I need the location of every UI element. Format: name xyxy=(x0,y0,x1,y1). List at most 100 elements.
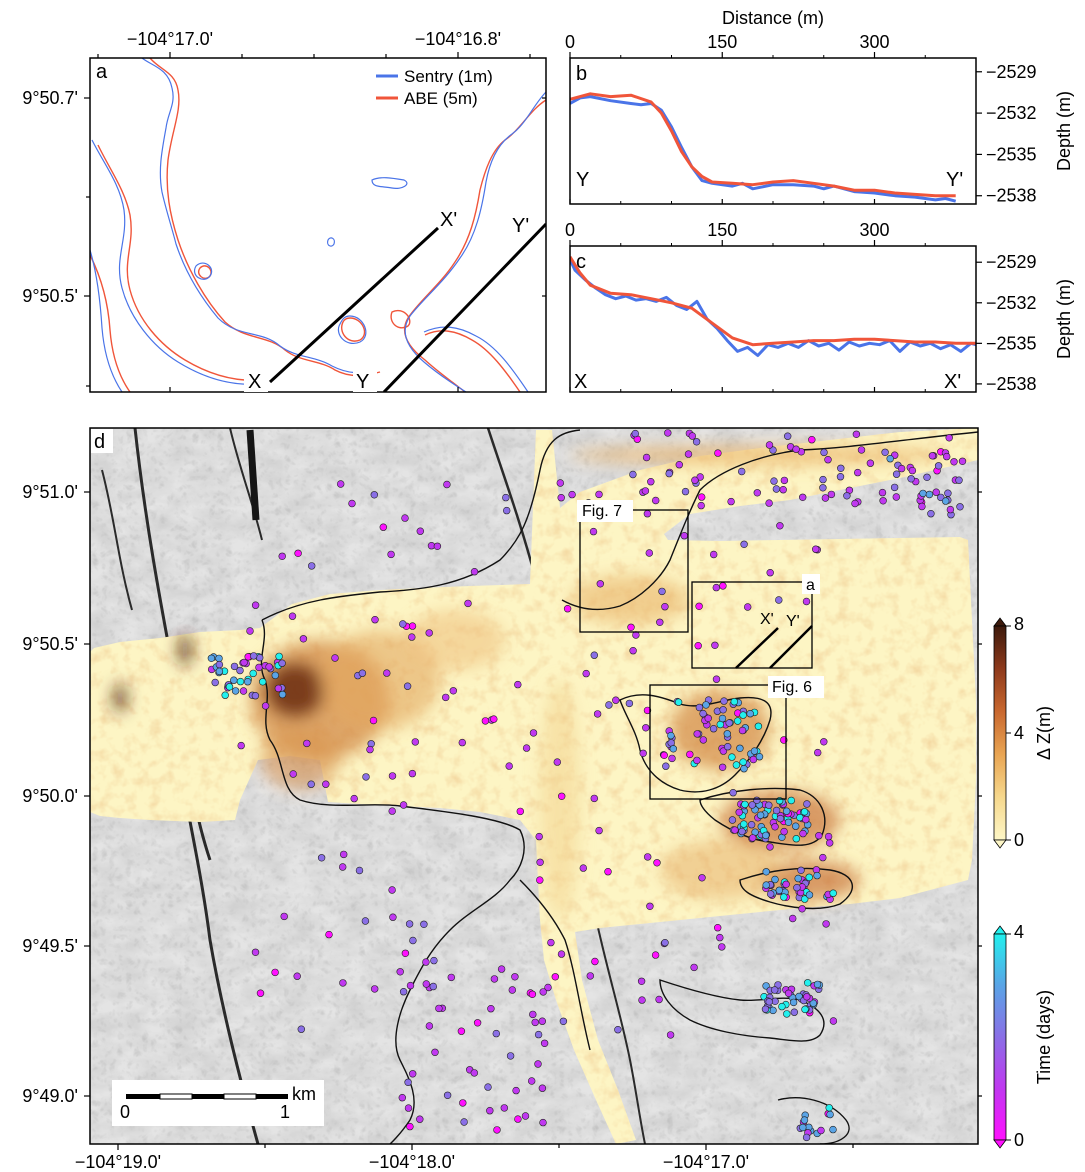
scale-bar-segment xyxy=(223,1093,257,1100)
seismic-event xyxy=(406,1122,414,1131)
seismic-event xyxy=(829,889,837,897)
seismic-event xyxy=(656,618,664,626)
seismic-event xyxy=(712,583,720,592)
seismic-event xyxy=(591,957,599,966)
seismic-event xyxy=(800,895,809,903)
seismic-event xyxy=(255,663,263,672)
panel-d-left-tick-3: 9°50.0' xyxy=(22,786,78,806)
sentry-contour xyxy=(194,262,213,280)
seismic-event xyxy=(741,800,749,809)
seismic-event xyxy=(695,703,704,712)
seismic-event xyxy=(408,622,417,630)
seismic-event xyxy=(890,483,899,492)
seismic-event xyxy=(697,493,706,501)
seismic-event xyxy=(709,724,718,733)
seismic-event xyxy=(803,979,812,987)
seismic-event xyxy=(740,540,748,548)
seismic-event xyxy=(941,497,950,505)
lava-flow-outline xyxy=(777,1097,850,1144)
seismic-event xyxy=(843,492,851,500)
seismic-event xyxy=(275,652,283,661)
abe-contour xyxy=(149,58,381,377)
seismic-event xyxy=(586,972,594,980)
seismic-event xyxy=(409,936,417,945)
seismic-event xyxy=(725,719,733,727)
seismic-event xyxy=(819,475,827,484)
seismic-event xyxy=(274,684,283,693)
seismic-event xyxy=(688,432,696,440)
panel-a-legend: Sentry (1m) ABE (5m) xyxy=(376,67,493,108)
box-panel-a-label-bg xyxy=(802,574,820,594)
seismic-event xyxy=(553,758,561,766)
seismic-event xyxy=(783,432,792,440)
colorbar-dz-tick-8: 8 xyxy=(1014,614,1024,634)
abe-contour xyxy=(341,317,366,342)
panel-b-ytick-label: −2532 xyxy=(986,103,1037,123)
seismic-event xyxy=(531,1018,539,1027)
panel-b-ytick-label: −2538 xyxy=(986,186,1037,206)
seismic-event xyxy=(422,958,430,966)
seismic-event xyxy=(508,986,516,994)
seismic-event xyxy=(669,745,677,753)
seismic-event xyxy=(713,923,722,932)
seismic-event xyxy=(631,429,639,438)
seismic-event xyxy=(732,761,741,769)
panel-d-left-tick-2: 9°50.5' xyxy=(22,634,78,654)
seismic-event xyxy=(772,806,781,815)
colorbar-dz-bar xyxy=(993,625,1007,841)
seismic-event xyxy=(714,449,722,457)
seismic-event xyxy=(538,1017,546,1025)
seismic-event xyxy=(361,917,370,925)
seismic-event xyxy=(740,820,748,828)
seismic-event xyxy=(718,763,727,771)
seismic-event xyxy=(512,1086,520,1095)
panel-c-frame-bg xyxy=(570,246,976,392)
panel-a-frame xyxy=(89,57,547,393)
seismic-event xyxy=(772,485,781,493)
seismic-event xyxy=(820,738,828,746)
seismic-event xyxy=(897,464,906,473)
panel-c-frame xyxy=(569,245,977,393)
seismic-event xyxy=(819,853,827,862)
abe-contour xyxy=(97,144,263,382)
panel-a-left-tick-1: 9°50.7' xyxy=(22,88,78,108)
box-panel-a xyxy=(691,581,813,669)
panel-d-bottom-tick-3: −104°17.0' xyxy=(663,1152,749,1172)
seismic-event xyxy=(727,497,735,506)
seismic-event xyxy=(723,730,731,738)
seismic-event xyxy=(694,641,702,650)
colorbar-time-tick-4: 4 xyxy=(1014,922,1024,942)
panel-c-letter: c xyxy=(576,251,586,273)
box-fig7 xyxy=(579,509,689,633)
seismic-event xyxy=(765,998,773,1006)
seismic-event xyxy=(362,773,370,781)
seismic-event xyxy=(748,834,757,842)
seismic-event xyxy=(308,562,316,570)
seismic-event xyxy=(809,999,817,1007)
panel-d-left-tick-1: 9°51.0' xyxy=(22,482,78,502)
seismic-event xyxy=(665,469,673,478)
seismic-event xyxy=(643,706,652,715)
seismic-event xyxy=(457,1027,466,1035)
seismic-event xyxy=(409,1070,417,1078)
seismic-event xyxy=(595,490,603,499)
seismic-event xyxy=(647,478,655,486)
seismic-event xyxy=(464,599,472,608)
seismic-event xyxy=(563,604,572,613)
seismic-event xyxy=(538,1084,547,1092)
seismic-event xyxy=(458,738,466,747)
box-fig7-label: Fig. 7 xyxy=(582,503,622,520)
seismic-event xyxy=(358,669,367,677)
seismic-event xyxy=(836,473,845,481)
seismic-event xyxy=(729,788,737,797)
seismic-event xyxy=(256,989,265,997)
seismic-event xyxy=(738,726,747,735)
seismic-event xyxy=(408,633,416,641)
seismic-event xyxy=(667,731,675,740)
seismic-event xyxy=(556,479,564,487)
seismic-event xyxy=(716,933,724,942)
seismic-event xyxy=(486,1106,494,1115)
seismic-event xyxy=(350,794,358,803)
seismic-event xyxy=(539,988,547,996)
seismic-event xyxy=(881,448,889,456)
